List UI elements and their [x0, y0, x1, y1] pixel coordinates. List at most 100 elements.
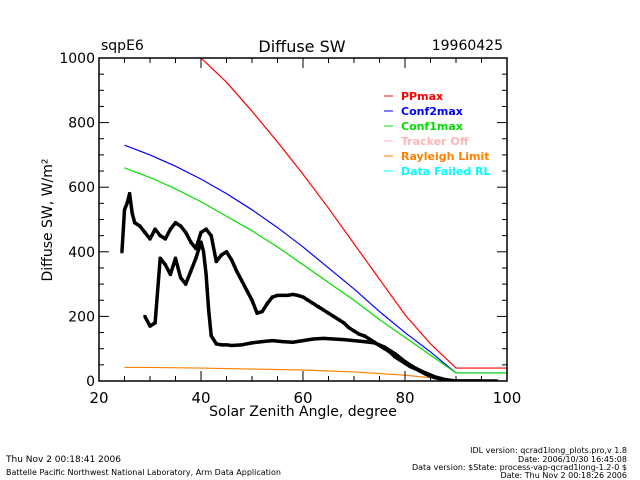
y-tick-labels: 0 200 400 600 800 1000 [59, 51, 95, 390]
data-point [321, 308, 325, 312]
legend-item-ppmax: PPmax [384, 90, 443, 103]
data-point [214, 342, 218, 346]
data-point [311, 301, 315, 305]
data-point [219, 253, 223, 257]
data-point [270, 339, 274, 343]
data-point [130, 211, 134, 215]
legend-label: Tracker Off [401, 135, 469, 148]
data-point [316, 305, 320, 309]
data-point [296, 293, 300, 297]
data-point [398, 358, 402, 362]
data-point [214, 259, 218, 263]
y-tick-label: 200 [68, 309, 95, 325]
plot-area [120, 58, 507, 381]
data-point [148, 237, 152, 241]
data-point [342, 338, 346, 342]
data-point [383, 345, 387, 349]
series-line-ppmax [200, 58, 507, 369]
data-point [204, 227, 208, 231]
data-point [123, 208, 126, 212]
data-point [163, 263, 167, 267]
data-point [291, 340, 295, 344]
legend-item-conf2max: Conf2max [384, 105, 463, 118]
data-point [128, 192, 132, 196]
data-point [148, 324, 152, 328]
date-label: 19960425 [432, 38, 503, 54]
data-point [199, 240, 203, 244]
data-point [230, 258, 234, 262]
data-point [153, 321, 157, 325]
data-point [194, 247, 198, 251]
data-point [403, 360, 407, 364]
legend-item-data-failed-rl: Data Failed RL [384, 165, 491, 178]
data-point [225, 343, 228, 347]
data-point [413, 366, 417, 370]
data-point [153, 227, 157, 231]
data-point [393, 355, 397, 359]
y-tick-label: 400 [68, 245, 95, 261]
legend-item-conf1max: Conf1max [384, 120, 463, 133]
data-point [230, 343, 234, 347]
data-point [291, 292, 295, 296]
data-point [240, 279, 244, 283]
data-point [255, 311, 259, 315]
data-point [204, 272, 208, 276]
data-point [337, 318, 341, 322]
y-tick-label: 800 [68, 116, 95, 132]
data-point [163, 237, 167, 241]
data-point [281, 340, 285, 344]
data-point [174, 221, 177, 225]
data-point [332, 314, 336, 318]
data-point [444, 378, 448, 381]
data-point [168, 272, 172, 276]
data-point [342, 321, 346, 325]
x-tick-label: 80 [395, 389, 414, 407]
data-point [199, 230, 203, 234]
legend: PPmax Conf2max Conf1max Tracker Off Rayleigh… [384, 90, 491, 178]
series-points-7 [143, 240, 483, 381]
data-point [347, 326, 351, 330]
legend-label: Conf1max [401, 120, 463, 133]
data-point [179, 224, 183, 228]
data-point [184, 282, 188, 286]
footer-data-version: Data version: $State: process-vap-qcrad1… [412, 463, 627, 472]
data-point [189, 240, 193, 244]
chart-title: Diffuse SW [258, 37, 345, 56]
footer-idl-version: IDL version: qcrad1long_plots.pro,v 1.8 [470, 446, 627, 455]
data-point [179, 276, 183, 280]
data-point [174, 256, 177, 260]
data-point [207, 308, 211, 312]
data-point [434, 375, 438, 379]
data-point [265, 301, 269, 305]
x-tick-label: 60 [293, 389, 312, 407]
y-tick-label: 1000 [59, 51, 95, 67]
footer-institution: Battelle Pacific Northwest National Labo… [6, 468, 281, 477]
footer-timestamp: Thu Nov 2 00:18:41 2006 [5, 455, 121, 465]
x-tick-labels: 20 40 60 80 100 [89, 389, 521, 407]
y-tick-label: 600 [68, 180, 95, 196]
data-point [143, 230, 147, 234]
data-point [120, 250, 124, 254]
data-point [281, 293, 285, 297]
data-point [301, 339, 305, 343]
data-point [327, 311, 330, 315]
legend-label: Rayleigh Limit [401, 150, 490, 163]
data-point [250, 341, 254, 345]
axis-ticks [98, 57, 508, 382]
data-point [219, 343, 223, 347]
data-point [250, 298, 254, 302]
x-axis-label: Solar Zenith Angle, degree [209, 404, 397, 420]
data-point [423, 371, 427, 375]
data-point [260, 340, 264, 344]
data-point [332, 337, 336, 341]
x-tick-label: 20 [89, 389, 108, 407]
y-axis-label: Diffuse SW, W/m² [40, 159, 56, 282]
data-point [158, 256, 162, 260]
data-point [393, 352, 397, 356]
legend-label: Conf2max [401, 105, 463, 118]
data-point [240, 343, 244, 347]
data-point [362, 340, 366, 344]
series-line-conf2max [124, 144, 507, 374]
data-point [367, 337, 371, 341]
